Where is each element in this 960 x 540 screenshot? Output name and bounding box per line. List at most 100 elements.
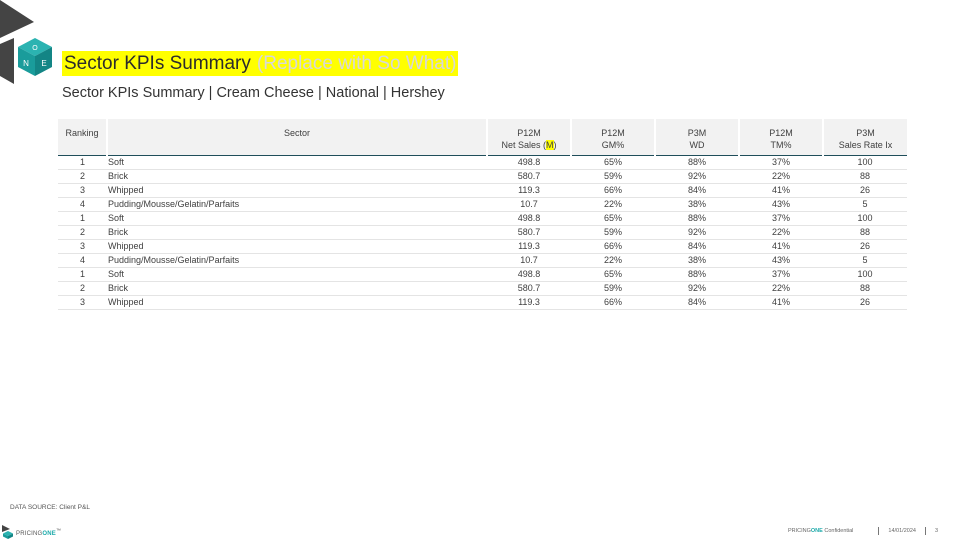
gm-cell: 66% xyxy=(571,183,655,198)
sector-cell: Pudding/Mousse/Gelatin/Parfaits xyxy=(107,197,487,212)
sector-cell: Brick xyxy=(107,169,487,184)
ranking-cell: 1 xyxy=(58,267,107,282)
net-sales-cell: 10.7 xyxy=(487,253,571,268)
tm-cell: 37% xyxy=(739,211,823,226)
page-subtitle: Sector KPIs Summary | Cream Cheese | Nat… xyxy=(62,85,445,101)
wd-cell: 92% xyxy=(655,169,739,184)
sector-cell: Whipped xyxy=(107,295,487,310)
ranking-cell: 1 xyxy=(58,155,107,170)
table-row: 4 Pudding/Mousse/Gelatin/Parfaits 10.7 22% 3… xyxy=(58,253,907,268)
wd-cell: 84% xyxy=(655,239,739,254)
table-row: 2 Brick 580.7 59% 92% 22% 88 xyxy=(58,169,907,184)
sales-rate-ix-cell: 100 xyxy=(823,155,907,170)
wd-cell: 84% xyxy=(655,183,739,198)
gm-cell: 66% xyxy=(571,295,655,310)
tm-cell: 22% xyxy=(739,169,823,184)
table-row: 2 Brick 580.7 59% 92% 22% 88 xyxy=(58,225,907,240)
ranking-cell: 2 xyxy=(58,225,107,240)
footer-divider xyxy=(924,527,926,535)
column-header-tm: P12M TM% xyxy=(739,119,824,156)
gm-cell: 22% xyxy=(571,253,655,268)
footer-date: 14/01/2024 xyxy=(888,528,916,534)
data-source-note: DATA SOURCE: Client P&L xyxy=(10,504,90,511)
column-header-wd: P3M WD xyxy=(655,119,740,156)
sales-rate-ix-cell: 26 xyxy=(823,295,907,310)
gm-cell: 65% xyxy=(571,267,655,282)
footer-brand-text: PRICINGONE™ xyxy=(16,527,62,537)
wd-cell: 92% xyxy=(655,281,739,296)
sales-rate-ix-cell: 88 xyxy=(823,169,907,184)
gm-cell: 59% xyxy=(571,281,655,296)
page-title-text: Sector KPIs Summary xyxy=(64,52,251,74)
net-sales-cell: 119.3 xyxy=(487,183,571,198)
footer-brand-logo: PRICINGONE™ xyxy=(2,525,61,539)
column-header-gm: P12M GM% xyxy=(571,119,656,156)
tm-cell: 41% xyxy=(739,295,823,310)
tm-cell: 37% xyxy=(739,155,823,170)
net-sales-cell: 119.3 xyxy=(487,295,571,310)
net-sales-cell: 580.7 xyxy=(487,281,571,296)
ranking-cell: 3 xyxy=(58,239,107,254)
sector-cell: Pudding/Mousse/Gelatin/Parfaits xyxy=(107,253,487,268)
tm-cell: 22% xyxy=(739,281,823,296)
ranking-cell: 3 xyxy=(58,295,107,310)
table-row: 3 Whipped 119.3 66% 84% 41% 26 xyxy=(58,239,907,254)
tm-cell: 37% xyxy=(739,267,823,282)
net-sales-cell: 498.8 xyxy=(487,155,571,170)
gm-cell: 59% xyxy=(571,225,655,240)
table-row: 4 Pudding/Mousse/Gelatin/Parfaits 10.7 22% 3… xyxy=(58,197,907,212)
sector-cell: Whipped xyxy=(107,183,487,198)
gm-cell: 66% xyxy=(571,239,655,254)
sector-cell: Soft xyxy=(107,155,487,170)
net-sales-cell: 10.7 xyxy=(487,197,571,212)
net-sales-cell: 119.3 xyxy=(487,239,571,254)
sales-rate-ix-cell: 100 xyxy=(823,267,907,282)
table-row: 1 Soft 498.8 65% 88% 37% 100 xyxy=(58,211,907,226)
pricingone-cube-logo-icon: O N E xyxy=(0,0,60,84)
gm-cell: 65% xyxy=(571,155,655,170)
tm-cell: 43% xyxy=(739,197,823,212)
wd-cell: 38% xyxy=(655,253,739,268)
sector-cell: Brick xyxy=(107,225,487,240)
table-row: 3 Whipped 119.3 66% 84% 41% 26 xyxy=(58,295,907,310)
sales-rate-ix-cell: 26 xyxy=(823,239,907,254)
net-sales-unit-highlight: M xyxy=(546,140,554,150)
ranking-cell: 1 xyxy=(58,211,107,226)
sector-cell: Soft xyxy=(107,267,487,282)
ranking-cell: 4 xyxy=(58,253,107,268)
net-sales-cell: 580.7 xyxy=(487,169,571,184)
kpi-table: Ranking Sector P12M Net Sales (M) P12M G… xyxy=(58,119,907,310)
column-header-ranking: Ranking xyxy=(58,119,108,156)
net-sales-cell: 580.7 xyxy=(487,225,571,240)
sector-cell: Whipped xyxy=(107,239,487,254)
kpi-table-header: Ranking Sector P12M Net Sales (M) P12M G… xyxy=(58,119,907,156)
wd-cell: 84% xyxy=(655,295,739,310)
gm-cell: 65% xyxy=(571,211,655,226)
sales-rate-ix-cell: 26 xyxy=(823,183,907,198)
ranking-cell: 3 xyxy=(58,183,107,198)
sales-rate-ix-cell: 5 xyxy=(823,197,907,212)
gm-cell: 59% xyxy=(571,169,655,184)
ranking-cell: 4 xyxy=(58,197,107,212)
table-row: 1 Soft 498.8 65% 88% 37% 100 xyxy=(58,155,907,170)
footer-divider xyxy=(878,527,880,535)
pricingone-small-logo-icon xyxy=(2,525,13,539)
wd-cell: 92% xyxy=(655,225,739,240)
gm-cell: 22% xyxy=(571,197,655,212)
wd-cell: 88% xyxy=(655,211,739,226)
wd-cell: 88% xyxy=(655,155,739,170)
table-row: 1 Soft 498.8 65% 88% 37% 100 xyxy=(58,267,907,282)
sales-rate-ix-cell: 88 xyxy=(823,225,907,240)
tm-cell: 41% xyxy=(739,183,823,198)
page-title-note: (Replace with So What) xyxy=(256,52,457,74)
footer-confidential: PRICINGONE Confidential xyxy=(787,528,854,534)
net-sales-cell: 498.8 xyxy=(487,267,571,282)
column-header-sector: Sector xyxy=(107,119,488,156)
footer-page-number: 3 xyxy=(934,528,938,534)
sales-rate-ix-cell: 100 xyxy=(823,211,907,226)
tm-cell: 22% xyxy=(739,225,823,240)
ranking-cell: 2 xyxy=(58,169,107,184)
table-row: 3 Whipped 119.3 66% 84% 41% 26 xyxy=(58,183,907,198)
net-sales-cell: 498.8 xyxy=(487,211,571,226)
logo-letter-o: O xyxy=(32,45,38,52)
